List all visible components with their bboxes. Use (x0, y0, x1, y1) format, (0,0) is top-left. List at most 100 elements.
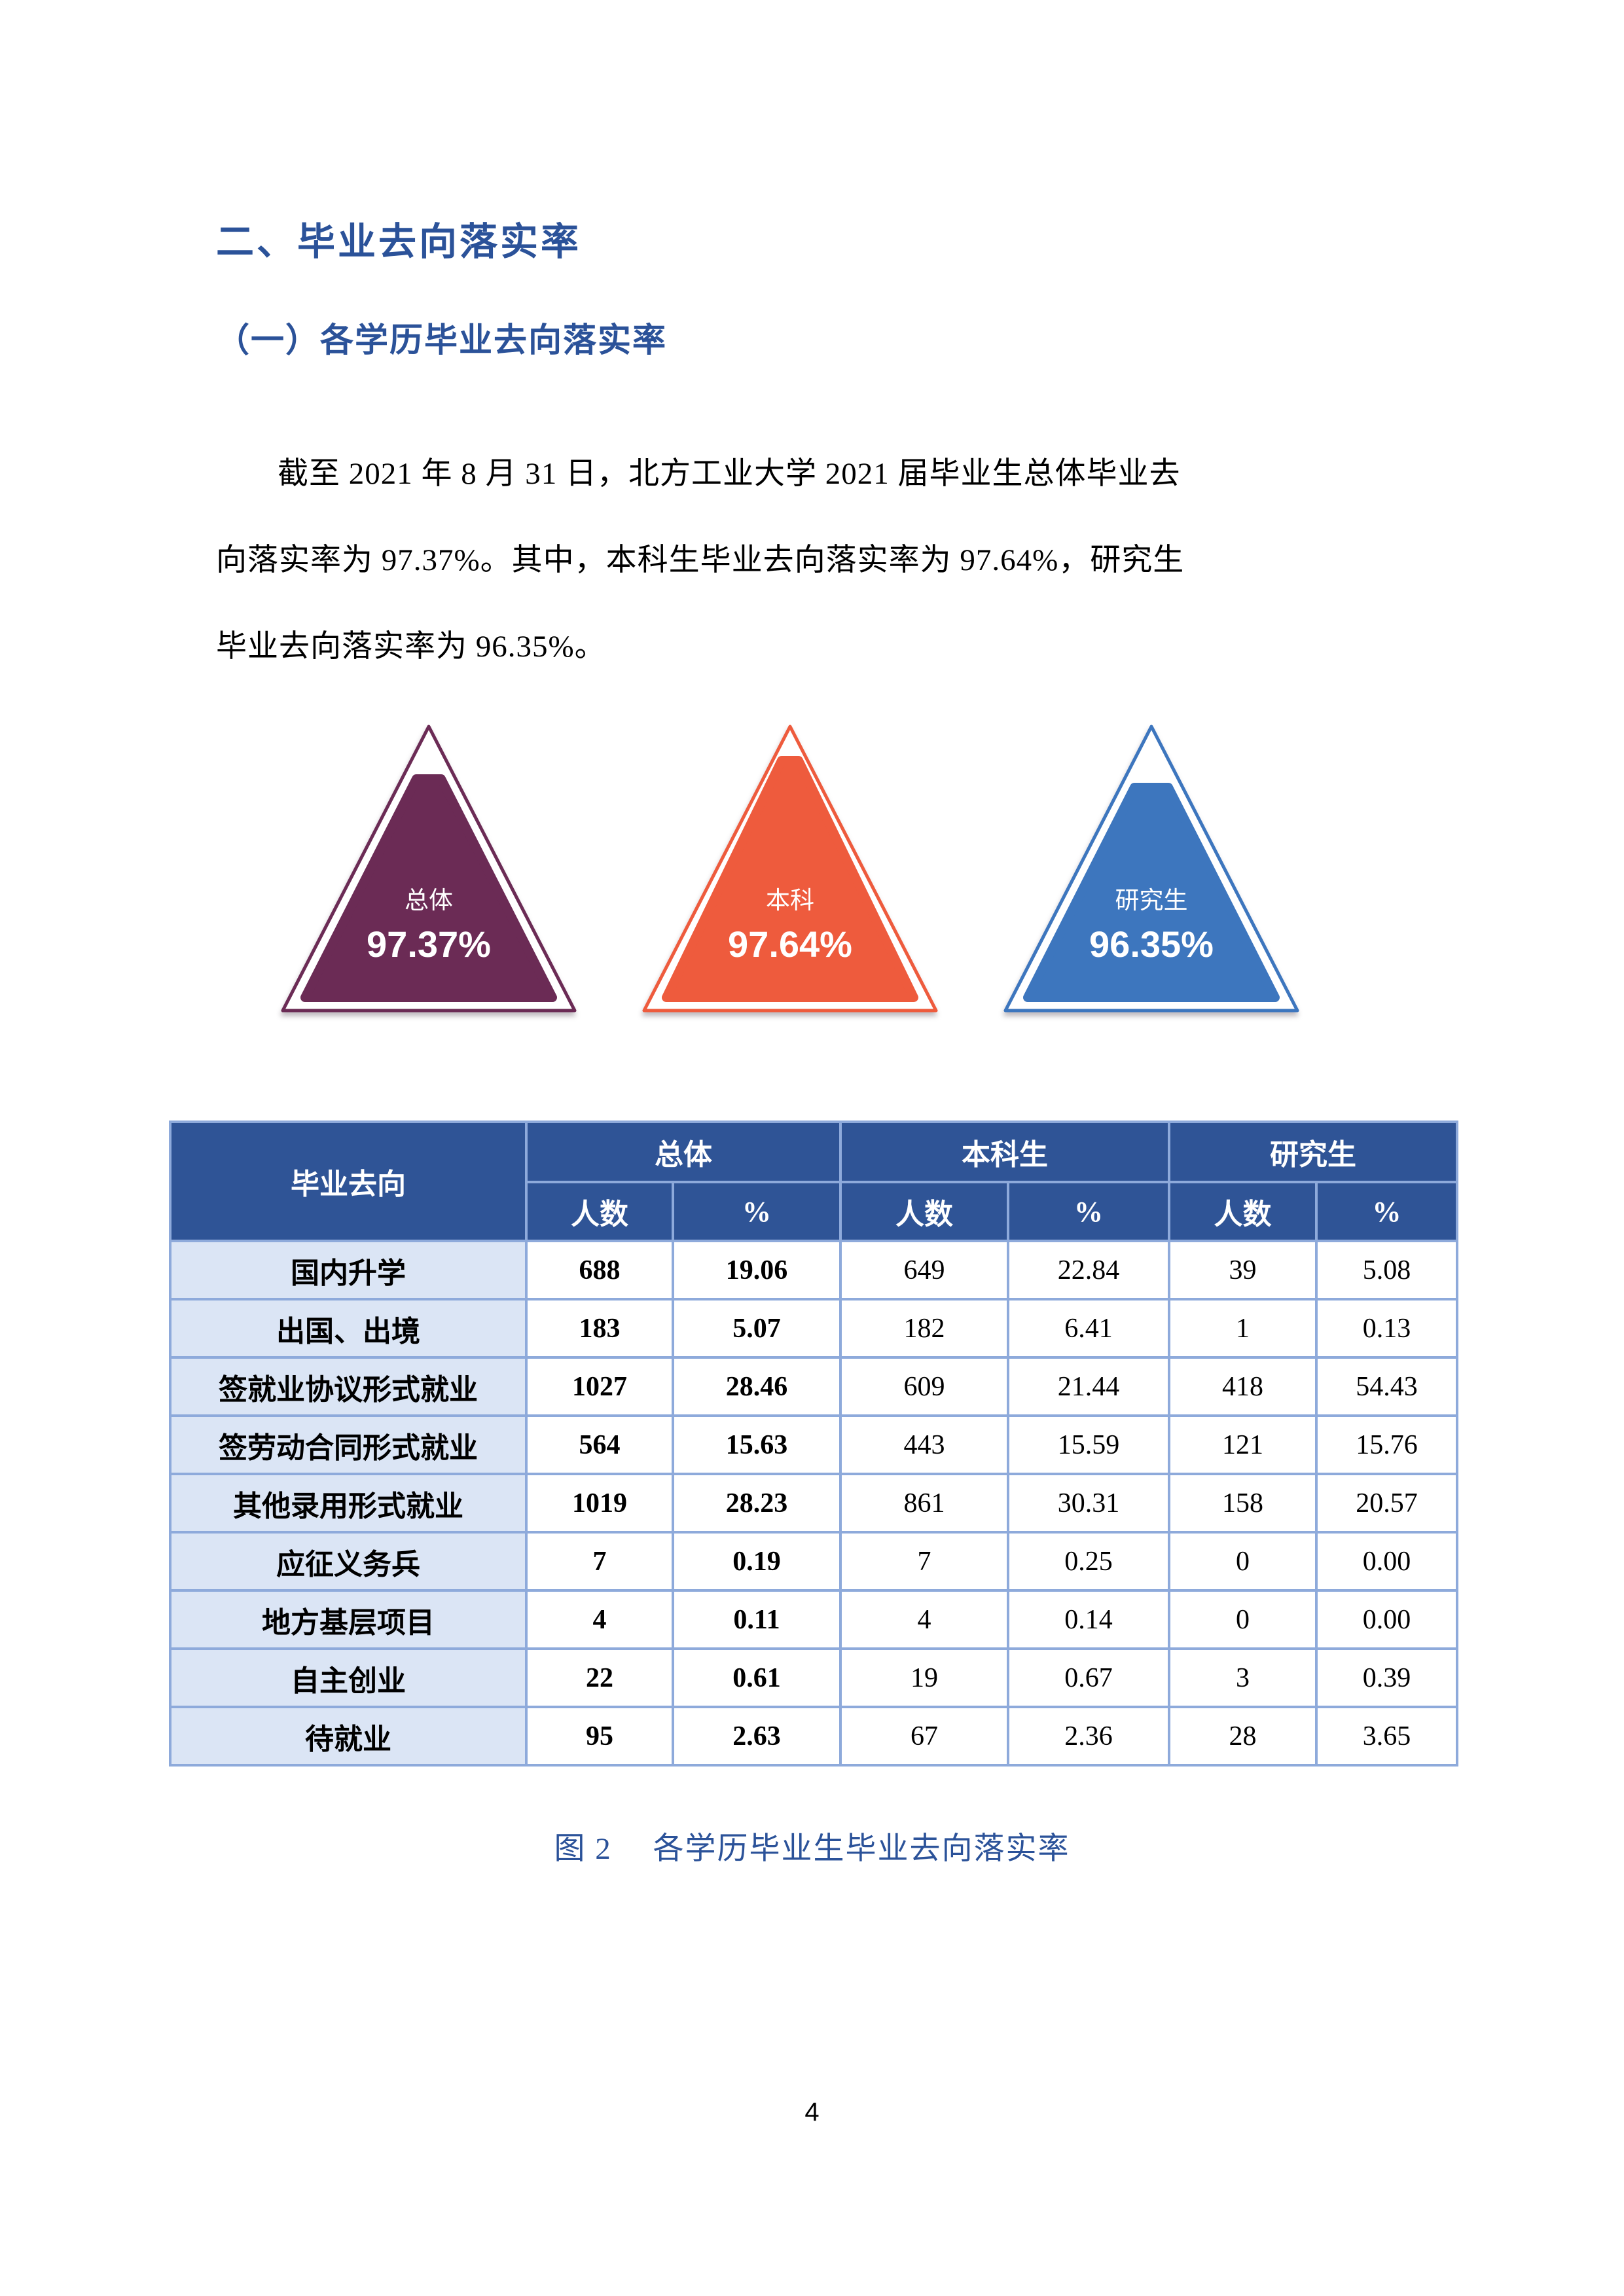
cell: 15.59 (1007, 1414, 1170, 1475)
triangle-label: 总体 (405, 887, 453, 914)
cell: 1027 (525, 1356, 674, 1417)
cell: 7 (839, 1531, 1009, 1592)
paragraph-line: 毕业去向落实率为 96.35%。 (216, 629, 606, 664)
cell: 5.07 (672, 1298, 842, 1359)
cell: 183 (525, 1298, 674, 1359)
cell: 564 (525, 1414, 674, 1475)
cell: 67 (839, 1706, 1009, 1767)
table-row: 出国、出境 183 5.07 182 6.41 1 0.13 (169, 1298, 1458, 1359)
cell: 4 (839, 1589, 1009, 1650)
cell: 28.23 (672, 1473, 842, 1534)
sub-header: % (1315, 1181, 1458, 1242)
cell: 649 (839, 1240, 1009, 1300)
cell: 6.41 (1007, 1298, 1170, 1359)
row-label: 其他录用形式就业 (169, 1473, 528, 1534)
cell: 22 (525, 1647, 674, 1708)
subsection-heading: （一）各学历毕业去向落实率 (216, 323, 668, 359)
figure-caption: 图 2 各学历毕业生毕业去向落实率 (554, 1832, 1070, 1866)
cell: 15.63 (672, 1414, 842, 1475)
cell: 0.11 (672, 1589, 842, 1650)
cell: 443 (839, 1414, 1009, 1475)
table-row: 待就业 95 2.63 67 2.36 28 3.65 (169, 1706, 1458, 1767)
cell: 0.14 (1007, 1589, 1170, 1650)
group-header-undergraduate: 本科生 (839, 1121, 1170, 1183)
triangle-undergraduate: 本科 97.64% (636, 720, 944, 1028)
sub-header: % (1007, 1181, 1170, 1242)
table-row: 自主创业 22 0.61 19 0.67 3 0.39 (169, 1647, 1458, 1708)
cell: 1019 (525, 1473, 674, 1534)
cell: 861 (839, 1473, 1009, 1534)
row-label: 签就业协议形式就业 (169, 1356, 528, 1417)
triangle-value: 97.37% (367, 924, 491, 965)
table-row: 签劳动合同形式就业 564 15.63 443 15.59 121 15.76 (169, 1414, 1458, 1475)
cell: 21.44 (1007, 1356, 1170, 1417)
cell: 22.84 (1007, 1240, 1170, 1300)
row-label: 应征义务兵 (169, 1531, 528, 1592)
cell: 28.46 (672, 1356, 842, 1417)
triangle-overall-graphic: 总体 97.37% (281, 725, 577, 1013)
cell: 4 (525, 1589, 674, 1650)
sub-header: % (672, 1181, 842, 1242)
cell: 95 (525, 1706, 674, 1767)
cell: 2.63 (672, 1706, 842, 1767)
cell: 39 (1168, 1240, 1318, 1300)
cell: 0.39 (1315, 1647, 1458, 1708)
page-number: 4 (804, 2098, 820, 2126)
triangle-postgraduate-graphic: 研究生 96.35% (1003, 725, 1299, 1013)
cell: 28 (1168, 1706, 1318, 1767)
row-label: 地方基层项目 (169, 1589, 528, 1650)
table-row: 地方基层项目 4 0.11 4 0.14 0 0.00 (169, 1589, 1458, 1650)
cell: 0.00 (1315, 1589, 1458, 1650)
cell: 0.67 (1007, 1647, 1170, 1708)
body-paragraph: 截至 2021 年 8 月 31 日，北方工业大学 2021 届毕业生总体毕业去… (216, 427, 1394, 686)
cell: 688 (525, 1240, 674, 1300)
table-row: 签就业协议形式就业 1027 28.46 609 21.44 418 54.43 (169, 1356, 1458, 1417)
cell: 19.06 (672, 1240, 842, 1300)
triangle-undergraduate-graphic: 本科 97.64% (642, 725, 938, 1013)
group-header-overall: 总体 (525, 1121, 842, 1183)
cell: 3 (1168, 1647, 1318, 1708)
sub-header: 人数 (525, 1181, 674, 1242)
row-label: 待就业 (169, 1706, 528, 1767)
cell: 2.36 (1007, 1706, 1170, 1767)
triangle-value: 97.64% (728, 924, 852, 965)
corner-header: 毕业去向 (169, 1121, 528, 1242)
figure-pyramid-charts: 总体 97.37% 本科 97.64% 研究生 96.35% (275, 720, 1305, 1028)
cell: 5.08 (1315, 1240, 1458, 1300)
cell: 20.57 (1315, 1473, 1458, 1534)
triangle-value: 96.35% (1089, 924, 1214, 965)
sub-header: 人数 (839, 1181, 1009, 1242)
sub-header: 人数 (1168, 1181, 1318, 1242)
section-heading: 二、毕业去向落实率 (216, 221, 582, 263)
triangle-label: 本科 (766, 887, 814, 914)
cell: 0 (1168, 1589, 1318, 1650)
table-row: 应征义务兵 7 0.19 7 0.25 0 0.00 (169, 1531, 1458, 1592)
cell: 418 (1168, 1356, 1318, 1417)
cell: 0.61 (672, 1647, 842, 1708)
triangle-postgraduate: 研究生 96.35% (998, 720, 1305, 1028)
cell: 158 (1168, 1473, 1318, 1534)
cell: 1 (1168, 1298, 1318, 1359)
table-row: 国内升学 688 19.06 649 22.84 39 5.08 (169, 1240, 1458, 1300)
cell: 609 (839, 1356, 1009, 1417)
paragraph-line: 向落实率为 97.37%。其中，本科生毕业去向落实率为 97.64%，研究生 (216, 543, 1185, 577)
row-label: 签劳动合同形式就业 (169, 1414, 528, 1475)
destination-table: 毕业去向 总体 本科生 研究生 人数 % 人数 % 人数 % 国内升学 688 … (169, 1121, 1458, 1767)
table-row: 其他录用形式就业 1019 28.23 861 30.31 158 20.57 (169, 1473, 1458, 1534)
cell: 0.00 (1315, 1531, 1458, 1592)
cell: 19 (839, 1647, 1009, 1708)
cell: 0.25 (1007, 1531, 1170, 1592)
triangle-overall: 总体 97.37% (275, 720, 583, 1028)
cell: 7 (525, 1531, 674, 1592)
cell: 0.19 (672, 1531, 842, 1592)
cell: 182 (839, 1298, 1009, 1359)
cell: 121 (1168, 1414, 1318, 1475)
row-label: 国内升学 (169, 1240, 528, 1300)
row-label: 出国、出境 (169, 1298, 528, 1359)
triangle-label: 研究生 (1115, 887, 1188, 914)
paragraph-line: 截至 2021 年 8 月 31 日，北方工业大学 2021 届毕业生总体毕业去 (278, 456, 1181, 491)
cell: 0.13 (1315, 1298, 1458, 1359)
cell: 15.76 (1315, 1414, 1458, 1475)
cell: 0 (1168, 1531, 1318, 1592)
